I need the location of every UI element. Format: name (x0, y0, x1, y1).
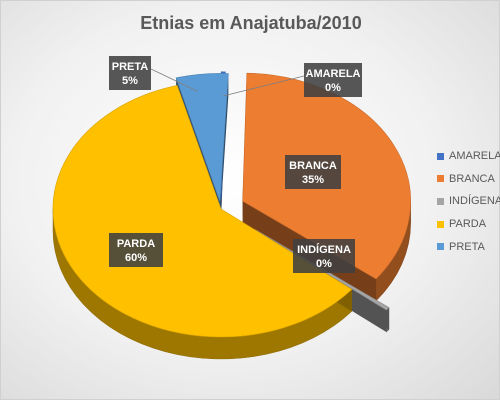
data-label-value: 0% (325, 82, 341, 94)
legend-swatch (437, 243, 444, 251)
legend-swatch (437, 197, 444, 205)
legend-label: PARDA (449, 218, 487, 231)
data-label-value: 5% (122, 75, 138, 87)
legend-swatch (437, 152, 444, 160)
data-label-branca: BRANCA 35% (285, 155, 341, 189)
data-label-indigena: INDÍGENA 0% (293, 239, 355, 273)
legend-swatch (437, 220, 444, 228)
leader-line-preta (150, 68, 198, 92)
pie-slice-preta (175, 73, 229, 202)
legend-item-indigena: INDÍGENA (437, 190, 500, 213)
legend-item-preta: PRETA (437, 235, 500, 258)
data-label-value: 60% (125, 252, 147, 264)
data-label-amarela: AMARELA 0% (304, 63, 362, 97)
chart-title: Etnias em Anajatuba/2010 (140, 13, 362, 33)
legend-item-branca: BRANCA (437, 168, 500, 191)
data-label-parda: PARDA 60% (109, 233, 163, 267)
data-label-preta: PRETA 5% (109, 56, 151, 90)
chart-legend: AMARELA BRANCA INDÍGENA PARDA PRETA (437, 145, 500, 258)
data-label-category: BRANCA (289, 160, 337, 172)
pie-slice-parda (52, 85, 353, 338)
legend-label: INDÍGENA (449, 195, 500, 208)
legend-swatch (437, 175, 444, 183)
leader-line-amarela (222, 75, 305, 97)
data-label-value: 35% (302, 174, 324, 186)
data-label-category: INDÍGENA (297, 243, 351, 256)
legend-label: AMARELA (449, 150, 500, 163)
legend-item-amarela: AMARELA (437, 145, 500, 168)
data-label-category: PARDA (117, 238, 155, 250)
data-label-value: 0% (316, 258, 332, 270)
legend-label: BRANCA (449, 172, 495, 185)
legend-label: PRETA (449, 240, 485, 253)
data-label-category: PRETA (112, 61, 149, 73)
data-label-category: AMARELA (306, 68, 361, 80)
legend-item-parda: PARDA (437, 213, 500, 236)
